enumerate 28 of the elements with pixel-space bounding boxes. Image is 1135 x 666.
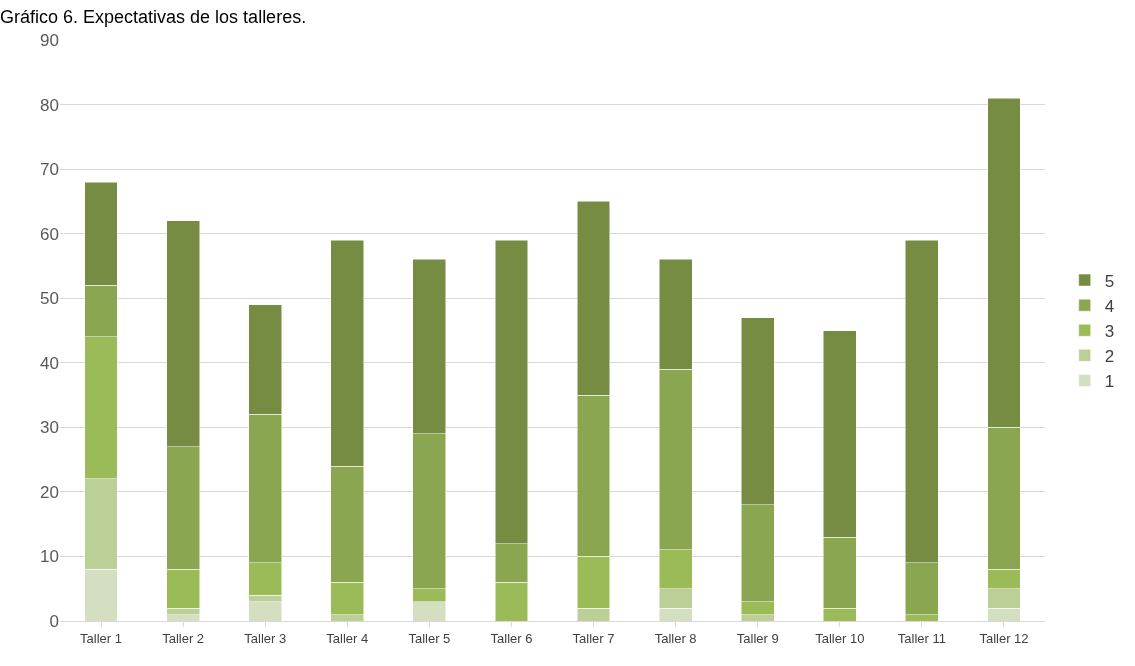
y-tick-label: 0	[49, 611, 59, 631]
x-tick-label: Taller 12	[979, 630, 1029, 646]
y-tick-label: 30	[40, 418, 59, 438]
x-tick-label: Taller 10	[815, 630, 865, 646]
x-tick-label: Taller 3	[244, 630, 287, 646]
y-tick-label: 10	[40, 547, 59, 567]
y-tick-label: 80	[40, 95, 59, 115]
x-tick-label: Taller 2	[162, 630, 205, 646]
y-tick-label: 70	[40, 160, 59, 180]
x-tick-label: Taller 7	[572, 630, 615, 646]
y-tick-label: 20	[40, 482, 59, 502]
x-tick-label: Taller 9	[736, 630, 779, 646]
x-tick-label: Taller 1	[80, 630, 122, 646]
x-tick-label: Taller 4	[326, 630, 369, 646]
x-tick-label: Taller 5	[408, 630, 451, 646]
y-tick-label: 40	[40, 353, 59, 373]
legend-label: 2	[1104, 346, 1115, 366]
legend-label: 5	[1104, 271, 1115, 291]
legend-label: 4	[1104, 296, 1115, 316]
x-tick-label: Taller 6	[490, 630, 533, 646]
y-tick-label: 50	[40, 289, 59, 309]
chart-title: Gráfico 6. Expectativas de los talleres.	[0, 6, 307, 27]
x-tick-label: Taller 11	[897, 630, 946, 646]
legend-label: 1	[1104, 372, 1115, 392]
legend-label: 3	[1104, 321, 1115, 341]
y-tick-label: 90	[40, 30, 59, 50]
x-tick-label: Taller 8	[654, 630, 697, 646]
y-tick-label: 60	[40, 224, 59, 244]
